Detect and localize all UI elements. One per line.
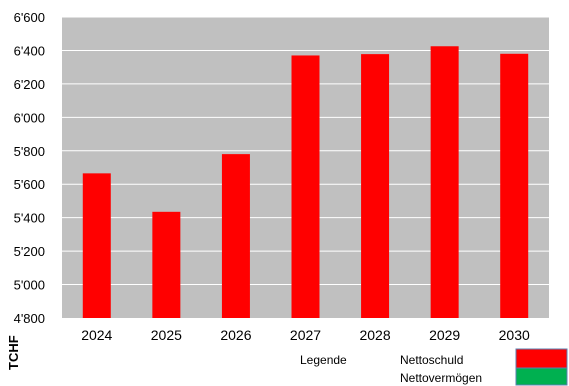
bar-2030 — [500, 53, 529, 319]
x-tick-label: 2029 — [429, 327, 460, 343]
bars — [82, 46, 529, 319]
legend-label-nettovermoegen: Nettovermögen — [400, 371, 482, 385]
y-axis-unit-label: TCHF — [6, 335, 21, 370]
x-axis-labels: 2024 2025 2026 2027 2028 2029 2030 — [81, 327, 530, 343]
x-tick-label: 2027 — [290, 327, 321, 343]
y-tick-label: 4'800 — [14, 311, 45, 326]
x-tick-label: 2028 — [359, 327, 390, 343]
bar-2026 — [221, 154, 250, 318]
y-tick-label: 5'200 — [14, 244, 45, 259]
bar-2028 — [361, 54, 390, 319]
y-tick-label: 6'200 — [14, 77, 45, 92]
y-tick-label: 5'600 — [14, 177, 45, 192]
bar-2024 — [82, 173, 111, 318]
bar-2025 — [152, 211, 181, 318]
x-tick-label: 2026 — [220, 327, 251, 343]
bar-2027 — [291, 55, 320, 318]
x-tick-label: 2024 — [81, 327, 112, 343]
x-tick-label: 2030 — [499, 327, 530, 343]
y-tick-label: 6'600 — [14, 10, 45, 25]
legend-title: Legende — [300, 353, 347, 367]
legend-swatch-nettoschuld — [515, 348, 568, 369]
y-tick-label: 5'800 — [14, 144, 45, 159]
y-tick-label: 6'400 — [14, 43, 45, 58]
x-tick-label: 2025 — [151, 327, 182, 343]
y-axis-ticks: 4'800 5'000 5'200 5'400 5'600 5'800 6'000 6'200… — [14, 10, 45, 326]
legend-swatch-nettovermoegen — [515, 367, 568, 386]
bar-2029 — [430, 46, 459, 319]
y-tick-label: 5'000 — [14, 278, 45, 293]
legend-label-nettoschuld: Nettoschuld — [400, 353, 463, 367]
y-tick-label: 6'000 — [14, 110, 45, 125]
y-tick-label: 5'400 — [14, 211, 45, 226]
